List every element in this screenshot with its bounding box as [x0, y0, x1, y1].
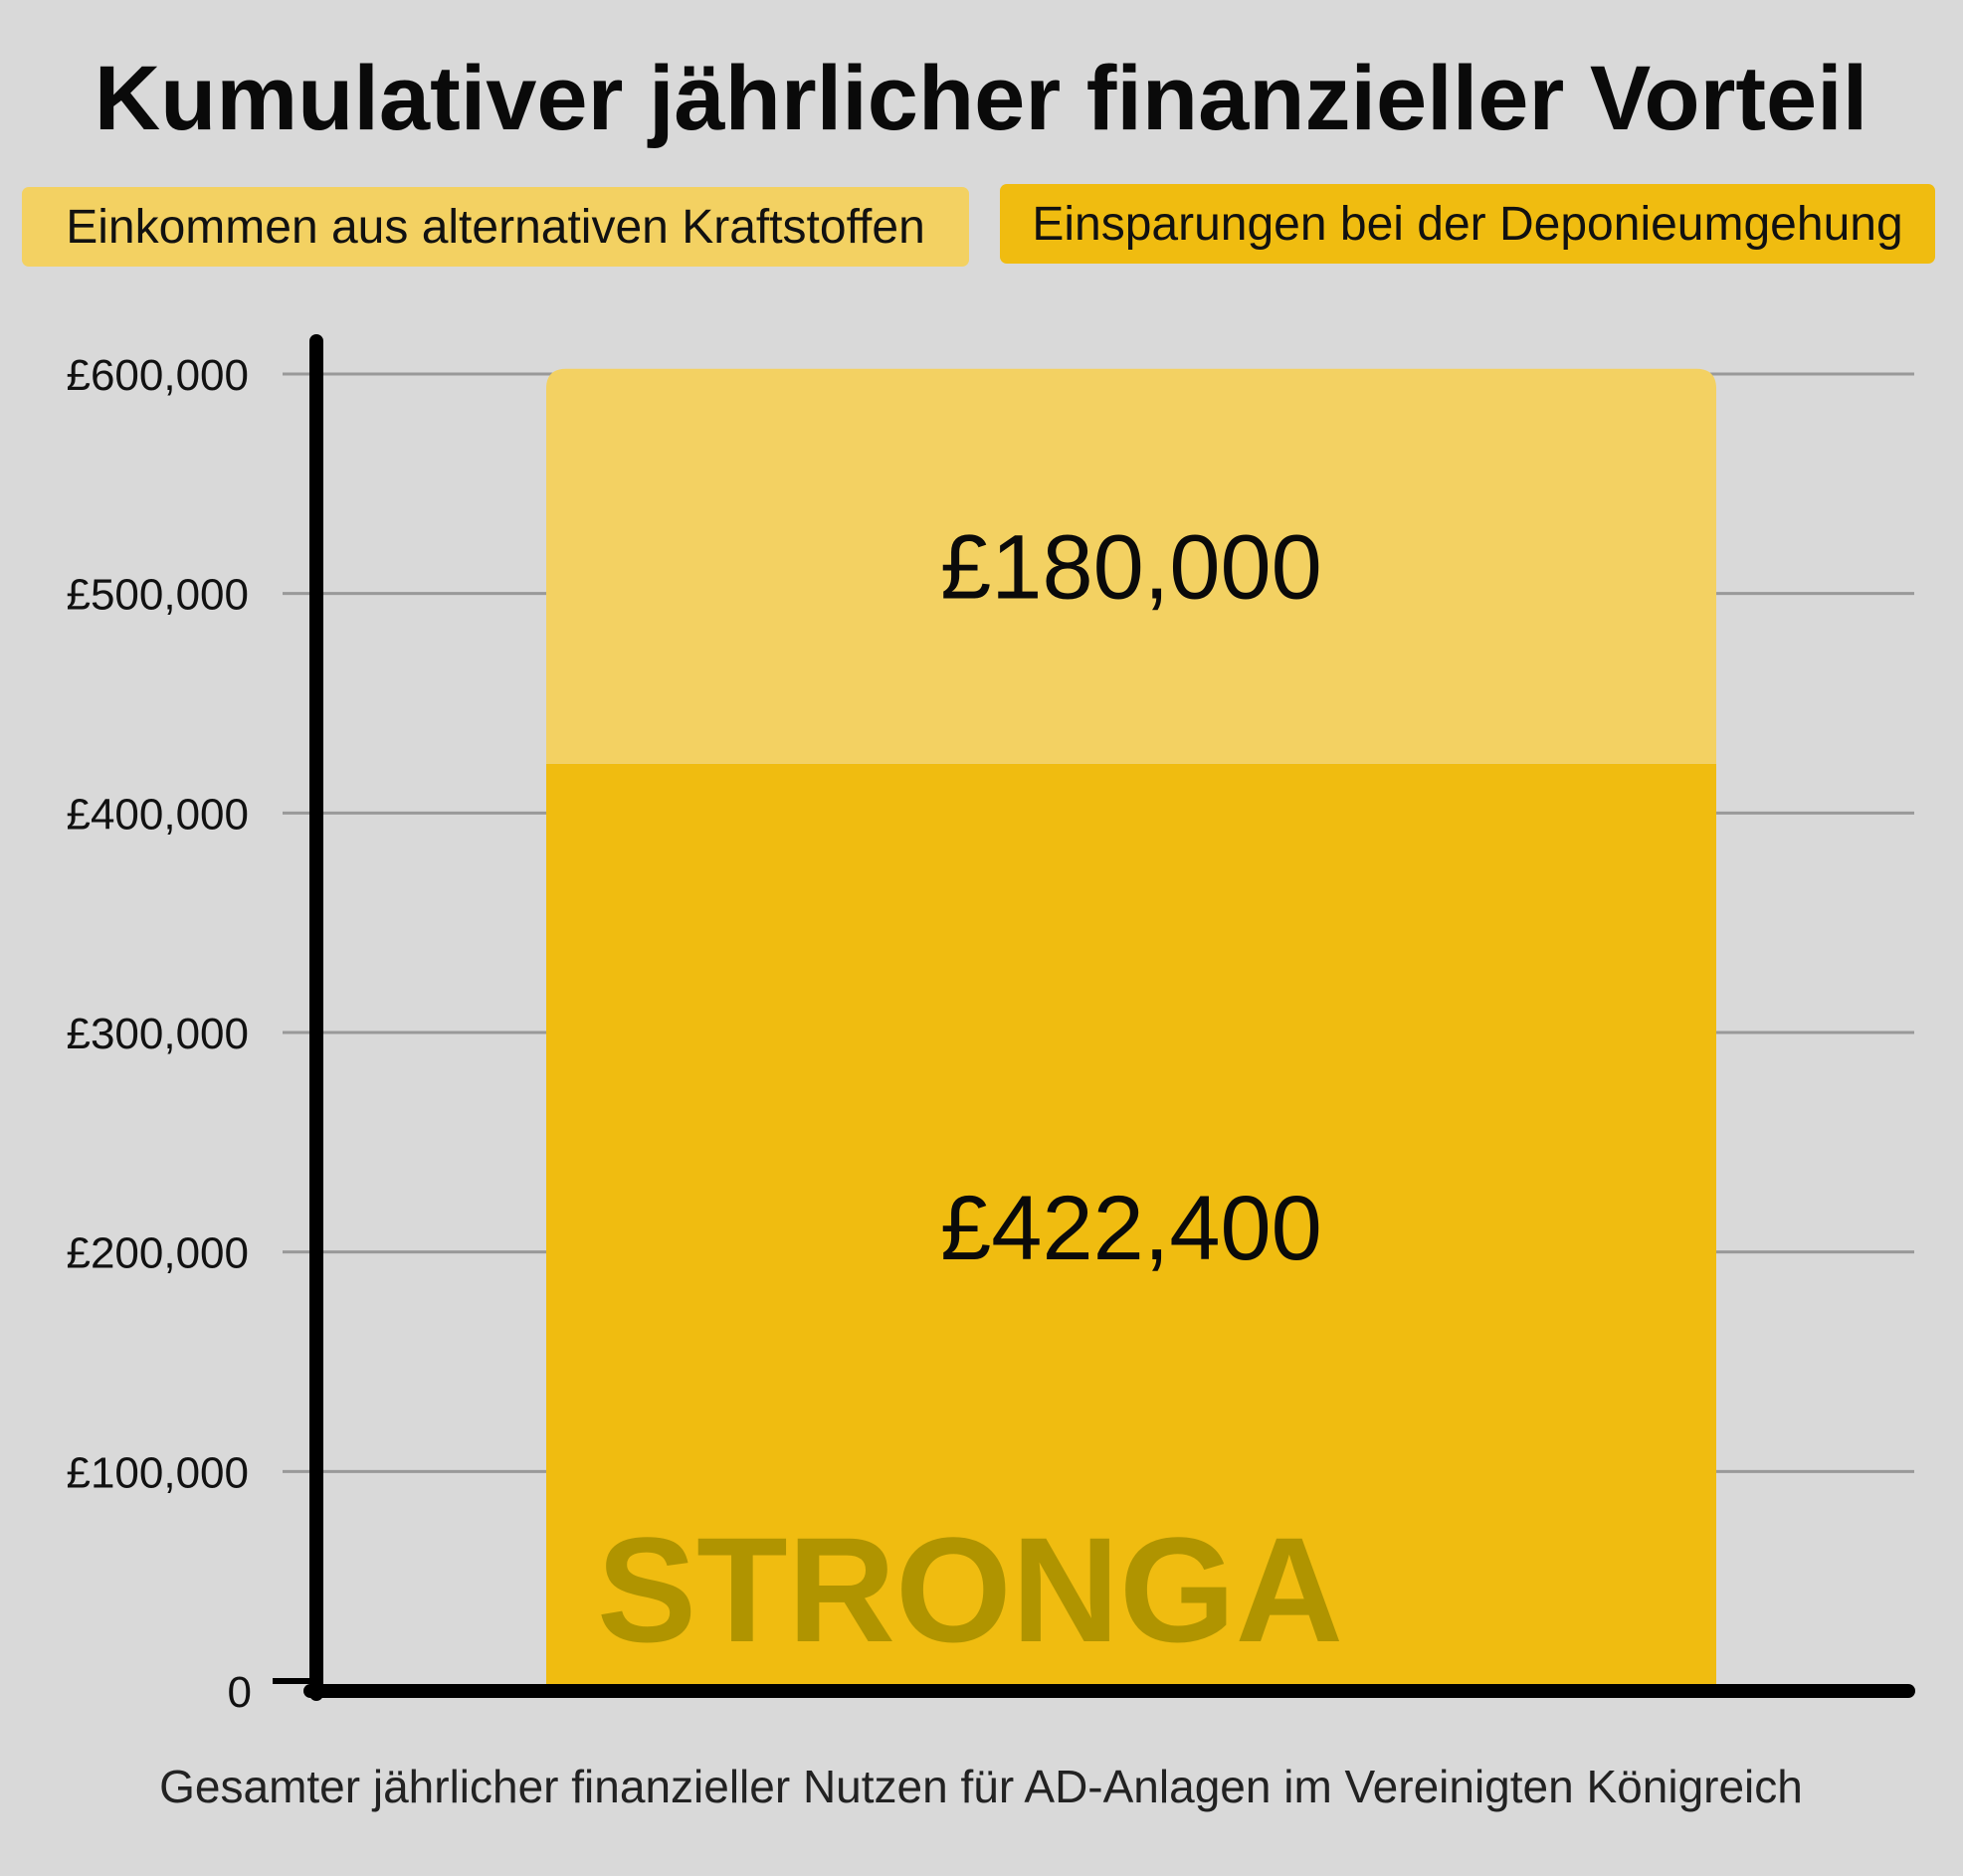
legend-swatch-alternative-fuel-income: [22, 187, 969, 267]
y-tick-label: £100,000: [66, 1448, 249, 1497]
data-label: £180,000: [940, 516, 1322, 618]
y-tick-label: £200,000: [66, 1229, 249, 1278]
y-tick-label: 0: [228, 1668, 252, 1717]
chart-title: Kumulativer jährlicher finanzieller Vort…: [95, 48, 1868, 149]
legend: Einkommen aus alternativen Kraftstoffen …: [22, 184, 1935, 267]
axes: [273, 334, 1915, 1701]
bar-segment: [546, 763, 1716, 1691]
data-label: £422,400: [940, 1178, 1322, 1279]
y-tick-label: £400,000: [66, 790, 249, 839]
value-labels: £422,400 £180,000: [940, 516, 1322, 1279]
y-tick-labels: 0 £100,000 £200,000 £300,000 £400,000 £500,00…: [66, 351, 252, 1717]
legend-label-landfill-diversion-savings: Einsparungen bei der Deponieumgehung: [1032, 198, 1902, 251]
bars: [546, 368, 1716, 1691]
y-tick-label: £600,000: [66, 351, 249, 400]
y-tick-label: £300,000: [66, 1010, 249, 1058]
legend-swatch-landfill-diversion-savings: [1000, 184, 1935, 264]
bar-segment: [546, 368, 1716, 764]
legend-label-alternative-fuel-income: Einkommen aus alternativen Kraftstoffen: [66, 201, 925, 254]
stronga-watermark: STRONGA: [597, 1506, 1343, 1673]
y-tick-label: £500,000: [66, 571, 249, 620]
x-axis-caption: Gesamter jährlicher finanzieller Nutzen …: [159, 1761, 1803, 1812]
